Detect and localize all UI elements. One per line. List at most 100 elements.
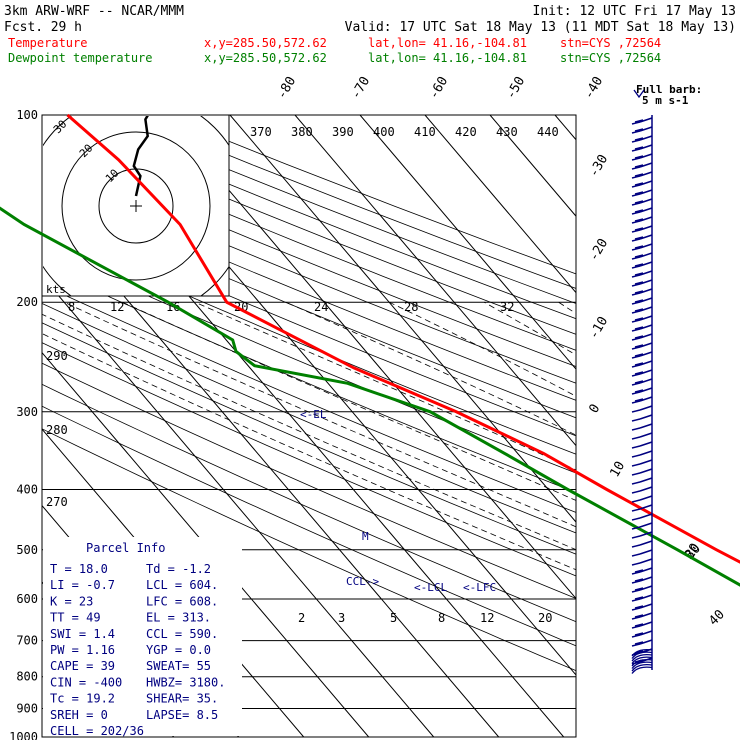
wind-barb	[631, 369, 653, 377]
forecast-label: Fcst.	[4, 20, 43, 35]
m-marker: M	[362, 530, 369, 543]
wind-barb	[631, 234, 653, 242]
wind-barb	[631, 495, 653, 503]
parcel-info-right-6: SWEAT= 55	[146, 659, 211, 673]
plot-frame	[41, 114, 577, 738]
theta-label-430: 430	[496, 125, 518, 139]
mixing-ratio-label-lower-2: 2	[298, 611, 305, 625]
parcel-info-left-7: CIN = -400	[50, 675, 122, 689]
isotherm-label--60: -60	[426, 74, 451, 102]
wind-barb	[631, 432, 653, 440]
wind-barb	[631, 612, 653, 620]
dry-adiabat-390	[42, 149, 576, 367]
moist-adiabat-0	[42, 333, 576, 571]
wind-barb	[631, 225, 653, 233]
dry-adiabat-360	[42, 197, 576, 419]
wind-barb	[631, 522, 653, 530]
parcel-info-title: Parcel Info	[86, 541, 165, 555]
parcel-info-left-4: SWI = 1.4	[50, 627, 115, 641]
barb-legend-value: 5 m s-1	[642, 94, 689, 107]
wind-barb	[631, 621, 653, 629]
pressure-label-300: 300	[16, 405, 38, 419]
moist-adiabat-20	[195, 301, 576, 471]
wind-barb	[631, 414, 653, 422]
isotherm-40	[685, 115, 740, 737]
dry-adiabat-450	[163, 115, 576, 275]
pressure-label-100: 100	[16, 108, 38, 122]
wind-barb	[631, 504, 653, 512]
dry-adiabat-260	[42, 383, 576, 623]
wind-barb-low	[631, 666, 653, 674]
pressure-label-900: 900	[16, 702, 38, 716]
isotherm--20	[294, 115, 576, 447]
wind-barb	[631, 378, 653, 386]
dewpoint-latlon: lat,lon= 41.16,-104.81	[368, 51, 527, 65]
parcel-info-left-5: PW = 1.16	[50, 643, 115, 657]
parcel-info-left-10: CELL = 202/36	[50, 724, 144, 738]
temperature-station: stn=CYS ,72564	[560, 36, 661, 50]
wind-barb-low	[631, 663, 653, 672]
theta-label-440: 440	[537, 125, 559, 139]
wind-barb	[631, 351, 653, 359]
isotherm--90	[42, 351, 370, 737]
dry-adiabat-310	[42, 284, 576, 513]
parcel-info-right-1: LCL = 604.	[146, 578, 218, 592]
pressure-label-200: 200	[16, 295, 38, 309]
parcel-info-right-2: LFC = 608.	[146, 594, 218, 608]
theta-labels: 370 380 390 400 410 420 430 440 290 280 270	[46, 125, 559, 509]
dewpoint-profile	[0, 206, 740, 587]
wind-barb	[631, 531, 653, 539]
wind-barb	[631, 513, 653, 521]
hodograph-ring-20	[61, 131, 211, 281]
hodograph-trace	[132, 116, 150, 197]
wind-barb	[631, 576, 653, 584]
parcel-info-left-0: T = 18.0	[50, 562, 108, 576]
wind-barb	[631, 558, 653, 566]
dry-adiabat-240	[42, 428, 576, 672]
dewpoint-legend: Dewpoint temperature	[8, 51, 153, 65]
wind-barb	[631, 639, 653, 647]
theta-label-380: 380	[291, 125, 313, 139]
wind-barb	[631, 477, 653, 485]
dry-adiabat-300	[42, 303, 576, 534]
dry-adiabat-280	[42, 342, 576, 577]
wind-barb	[631, 396, 653, 404]
wind-barb	[631, 135, 653, 143]
ccl-marker: CCL->	[346, 575, 379, 588]
dry-adiabat-270	[42, 362, 576, 599]
mixing-ratio-label-upper-12: 12	[110, 300, 124, 314]
wind-barb	[631, 279, 653, 287]
wind-barb	[631, 585, 653, 593]
pressure-label-600: 600	[16, 592, 38, 606]
parcel-info-left-2: K = 23	[50, 594, 93, 608]
isotherm-10	[489, 115, 576, 217]
isotherm-label--30: -30	[586, 152, 611, 180]
theta-label-420: 420	[455, 125, 477, 139]
isotherm-label--40: -40	[581, 74, 606, 102]
wind-barb	[631, 405, 653, 413]
wind-barb	[631, 324, 653, 332]
isotherm--10	[359, 115, 576, 370]
parcel-info-right-8: SHEAR= 35.	[146, 692, 218, 706]
wind-barb	[631, 603, 653, 611]
isotherm-label--20: -20	[586, 236, 611, 264]
hodograph-units: kts	[46, 283, 66, 296]
wind-barb	[631, 171, 653, 179]
parcel-info-left-9: SREH = 0	[50, 708, 108, 722]
wind-barb	[631, 549, 653, 557]
mixing-ratio-label-upper-8: 8	[68, 300, 75, 314]
wind-barb	[631, 342, 653, 350]
wind-barb-column	[631, 89, 653, 674]
mixing-ratio-label-lower-8: 8	[438, 611, 445, 625]
moist-adiabat-30	[389, 301, 576, 397]
wind-barb	[631, 306, 653, 314]
parcel-info-right-3: EL = 313.	[146, 611, 211, 625]
wind-barb	[631, 189, 653, 197]
wind-barb	[631, 441, 653, 449]
wind-barb-low	[631, 658, 653, 667]
wind-barb-low	[631, 653, 653, 662]
moist-adiabat-15	[122, 301, 576, 501]
el-marker: <-EL	[300, 408, 327, 421]
isotherm--80	[42, 275, 435, 737]
isotherm-label--50: -50	[503, 74, 528, 102]
